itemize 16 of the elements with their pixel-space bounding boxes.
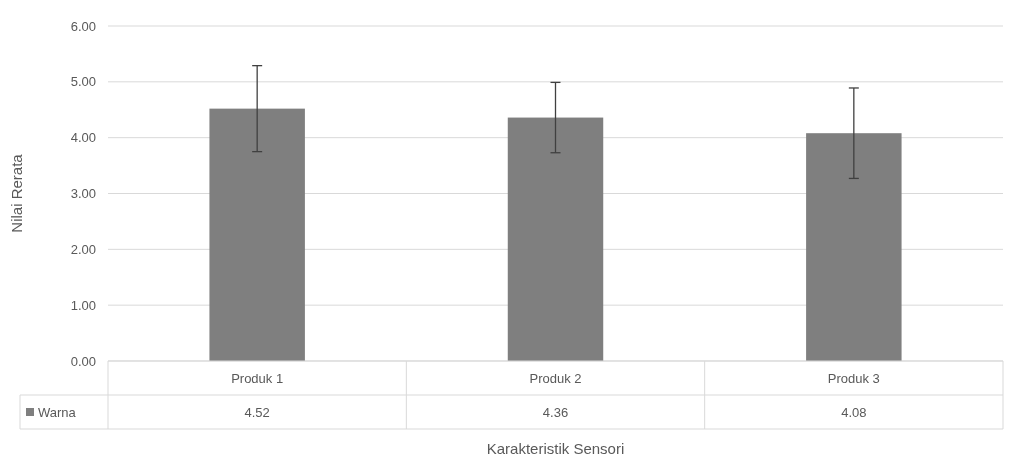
y-tick-label: 6.00	[70, 18, 96, 34]
x-tick-label: Produk 3	[827, 370, 880, 386]
y-tick-label: 4.00	[70, 130, 96, 146]
legend-label: Warna	[38, 404, 77, 420]
y-axis-title: Nilai Rerata	[8, 153, 25, 233]
y-tick-label: 2.00	[70, 241, 96, 257]
data-label: 4.52	[244, 404, 270, 420]
y-tick-label: 3.00	[70, 186, 96, 202]
data-label: 4.36	[542, 404, 569, 420]
y-tick-label: 1.00	[70, 297, 96, 313]
x-tick-label: Produk 2	[529, 370, 582, 386]
y-tick-label: 5.00	[70, 74, 96, 90]
x-tick-label: Produk 1	[231, 370, 284, 386]
data-label: 4.08	[841, 404, 867, 420]
x-axis-title: Karakteristik Sensori	[486, 440, 625, 458]
y-tick-label: 0.00	[70, 353, 96, 369]
